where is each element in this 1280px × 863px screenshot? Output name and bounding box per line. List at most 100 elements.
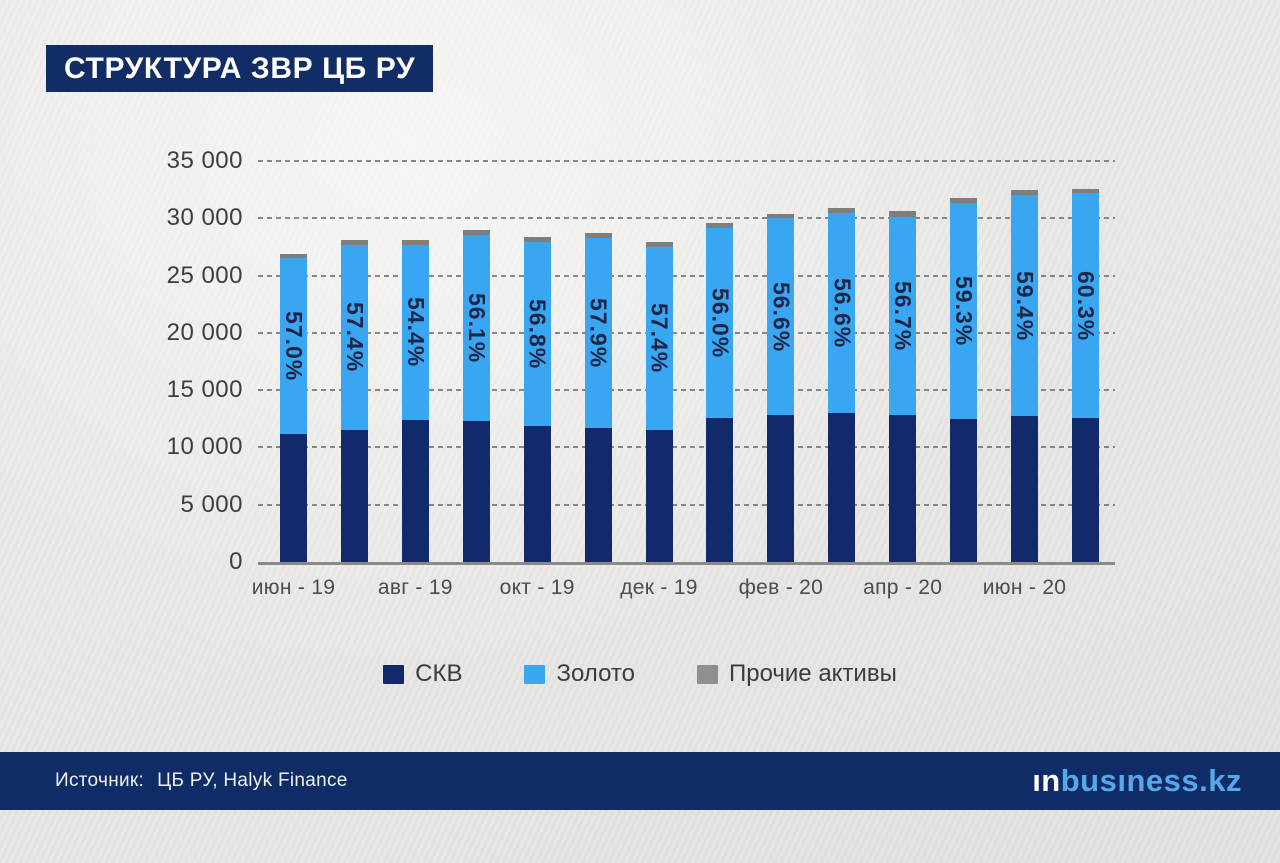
bar-июн-20: 59.4% [1011,190,1039,562]
source-note: Источник: ЦБ РУ, Halyk Finance [55,770,348,792]
gold-share-label: 57.4% [341,302,368,373]
segment-СКВ [280,434,307,562]
segment-Золото: 57.0% [280,258,307,435]
gold-share-label: 54.4% [402,297,429,368]
x-tick-label: авг - 19 [377,576,453,599]
page-title: СТРУКТУРА ЗВР ЦБ РУ [64,51,416,85]
segment-Золото: 57.9% [584,237,612,428]
bar-июл-19: 57.4% [340,240,368,562]
source-label: Источник: [55,770,145,791]
gold-share-label: 57.0% [281,311,307,382]
source-value: ЦБ РУ, Halyk Finance [157,770,348,791]
segment-Золото: 59.4% [1011,195,1039,416]
y-tick-label: 35 000 [166,147,243,174]
gold-share-label: 56.0% [707,287,734,358]
bar-фев-20: 56.6% [767,213,795,562]
bar-июл-20: 60.3% [1071,188,1099,562]
gold-share-label: 56.8% [524,298,551,370]
segment-Золото: 57.4% [645,246,673,431]
bar-мар-20: 56.6% [828,207,856,562]
y-tick-label: 10 000 [166,433,243,461]
segment-СКВ [584,427,612,562]
inbusiness-logo: ınbusıness.kz [1032,763,1242,799]
segment-Прочие активы [584,232,612,238]
gold-share-label: 59.3% [951,275,978,347]
gold-share-label: 57.9% [585,297,612,368]
logo-suffix: busıness.kz [1060,763,1242,798]
segment-Прочие активы [340,240,368,246]
segment-СКВ [340,429,368,562]
title-banner: СТРУКТУРА ЗВР ЦБ РУ [46,45,434,92]
segment-СКВ [1011,415,1039,562]
segment-Золото: 56.0% [706,228,734,418]
x-tick-label: апр - 20 [863,576,943,599]
bar-июн-19: 57.0% [280,253,307,562]
segment-Золото: 56.8% [523,241,551,427]
legend-swatch-icon [383,664,405,684]
gold-share-label: 56.6% [768,281,795,352]
segment-Прочие активы [767,213,795,219]
bar-май-20: 59.3% [950,198,978,562]
bar-авг-19: 54.4% [401,240,429,562]
legend-label: Золото [556,660,635,687]
segment-СКВ [828,413,856,562]
legend-item-Прочие активы: Прочие активы [696,660,897,688]
gridline-5000 [258,503,1115,506]
y-tick-label: 25 000 [166,261,243,289]
x-tick-label: дек - 19 [620,576,698,599]
y-tick-label: 15 000 [166,376,243,404]
gold-share-label: 56.6% [829,277,856,348]
y-tick-label: 30 000 [166,204,243,232]
bar-ноя-19: 57.9% [584,232,612,562]
segment-Прочие активы [645,242,673,247]
bar-апр-20: 56.7% [889,211,917,562]
legend-swatch-icon [524,664,546,684]
gridline-15000 [258,389,1115,392]
segment-Золото: 56.1% [462,235,490,422]
segment-Прочие активы [828,207,856,213]
legend-label: СКВ [415,660,463,687]
x-tick-label: окт - 19 [499,576,575,599]
segment-Золото: 57.4% [340,245,368,430]
gold-share-label: 56.7% [890,280,917,351]
legend-item-Золото: Золото [524,660,635,688]
y-tick-label: 0 [229,548,243,575]
segment-Золото: 56.6% [767,218,795,416]
segment-СКВ [767,415,795,562]
legend-item-СКВ: СКВ [383,660,462,688]
y-tick-label: 20 000 [166,318,243,346]
segment-Прочие активы [950,198,978,204]
gold-share-label: 57.4% [646,303,673,374]
legend-label: Прочие активы [728,660,897,687]
logo-prefix: ın [1032,763,1061,798]
gridline-30000 [258,217,1115,220]
segment-СКВ [706,417,734,562]
segment-СКВ [1071,418,1099,562]
segment-СКВ [401,419,429,562]
y-tick-label: 5 000 [180,490,243,518]
segment-Прочие активы [706,222,734,229]
segment-СКВ [889,414,917,562]
bar-окт-19: 56.8% [523,237,551,562]
gold-share-label: 59.4% [1012,270,1039,341]
gridline-20000 [258,331,1115,334]
legend-swatch-icon [696,664,718,684]
x-tick-label: июн - 20 [982,576,1067,599]
segment-Прочие активы [401,240,429,245]
segment-Золото: 56.7% [889,216,917,415]
gridline-25000 [258,274,1115,277]
bar-сен-19: 56.1% [462,230,490,562]
x-tick-label: фев - 20 [738,576,824,599]
chart-legend: СКВ Золото Прочие активы [0,660,1280,688]
segment-СКВ [462,421,490,562]
footer-band: Источник: ЦБ РУ, Halyk Finance ınbusıness… [0,752,1280,810]
x-tick-label: июн - 19 [251,576,336,599]
bar-янв-20: 56.0% [706,222,734,562]
segment-СКВ [645,430,673,562]
segment-Золото: 56.6% [828,212,856,414]
segment-Прочие активы [280,253,307,259]
plot-area: 57.0% 57.4% 54.4% 56.1% 56.8% 57.9% 57.4% 56.0%… [258,160,1115,565]
segment-Прочие активы [1011,190,1039,196]
segment-Золото: 60.3% [1071,193,1099,419]
